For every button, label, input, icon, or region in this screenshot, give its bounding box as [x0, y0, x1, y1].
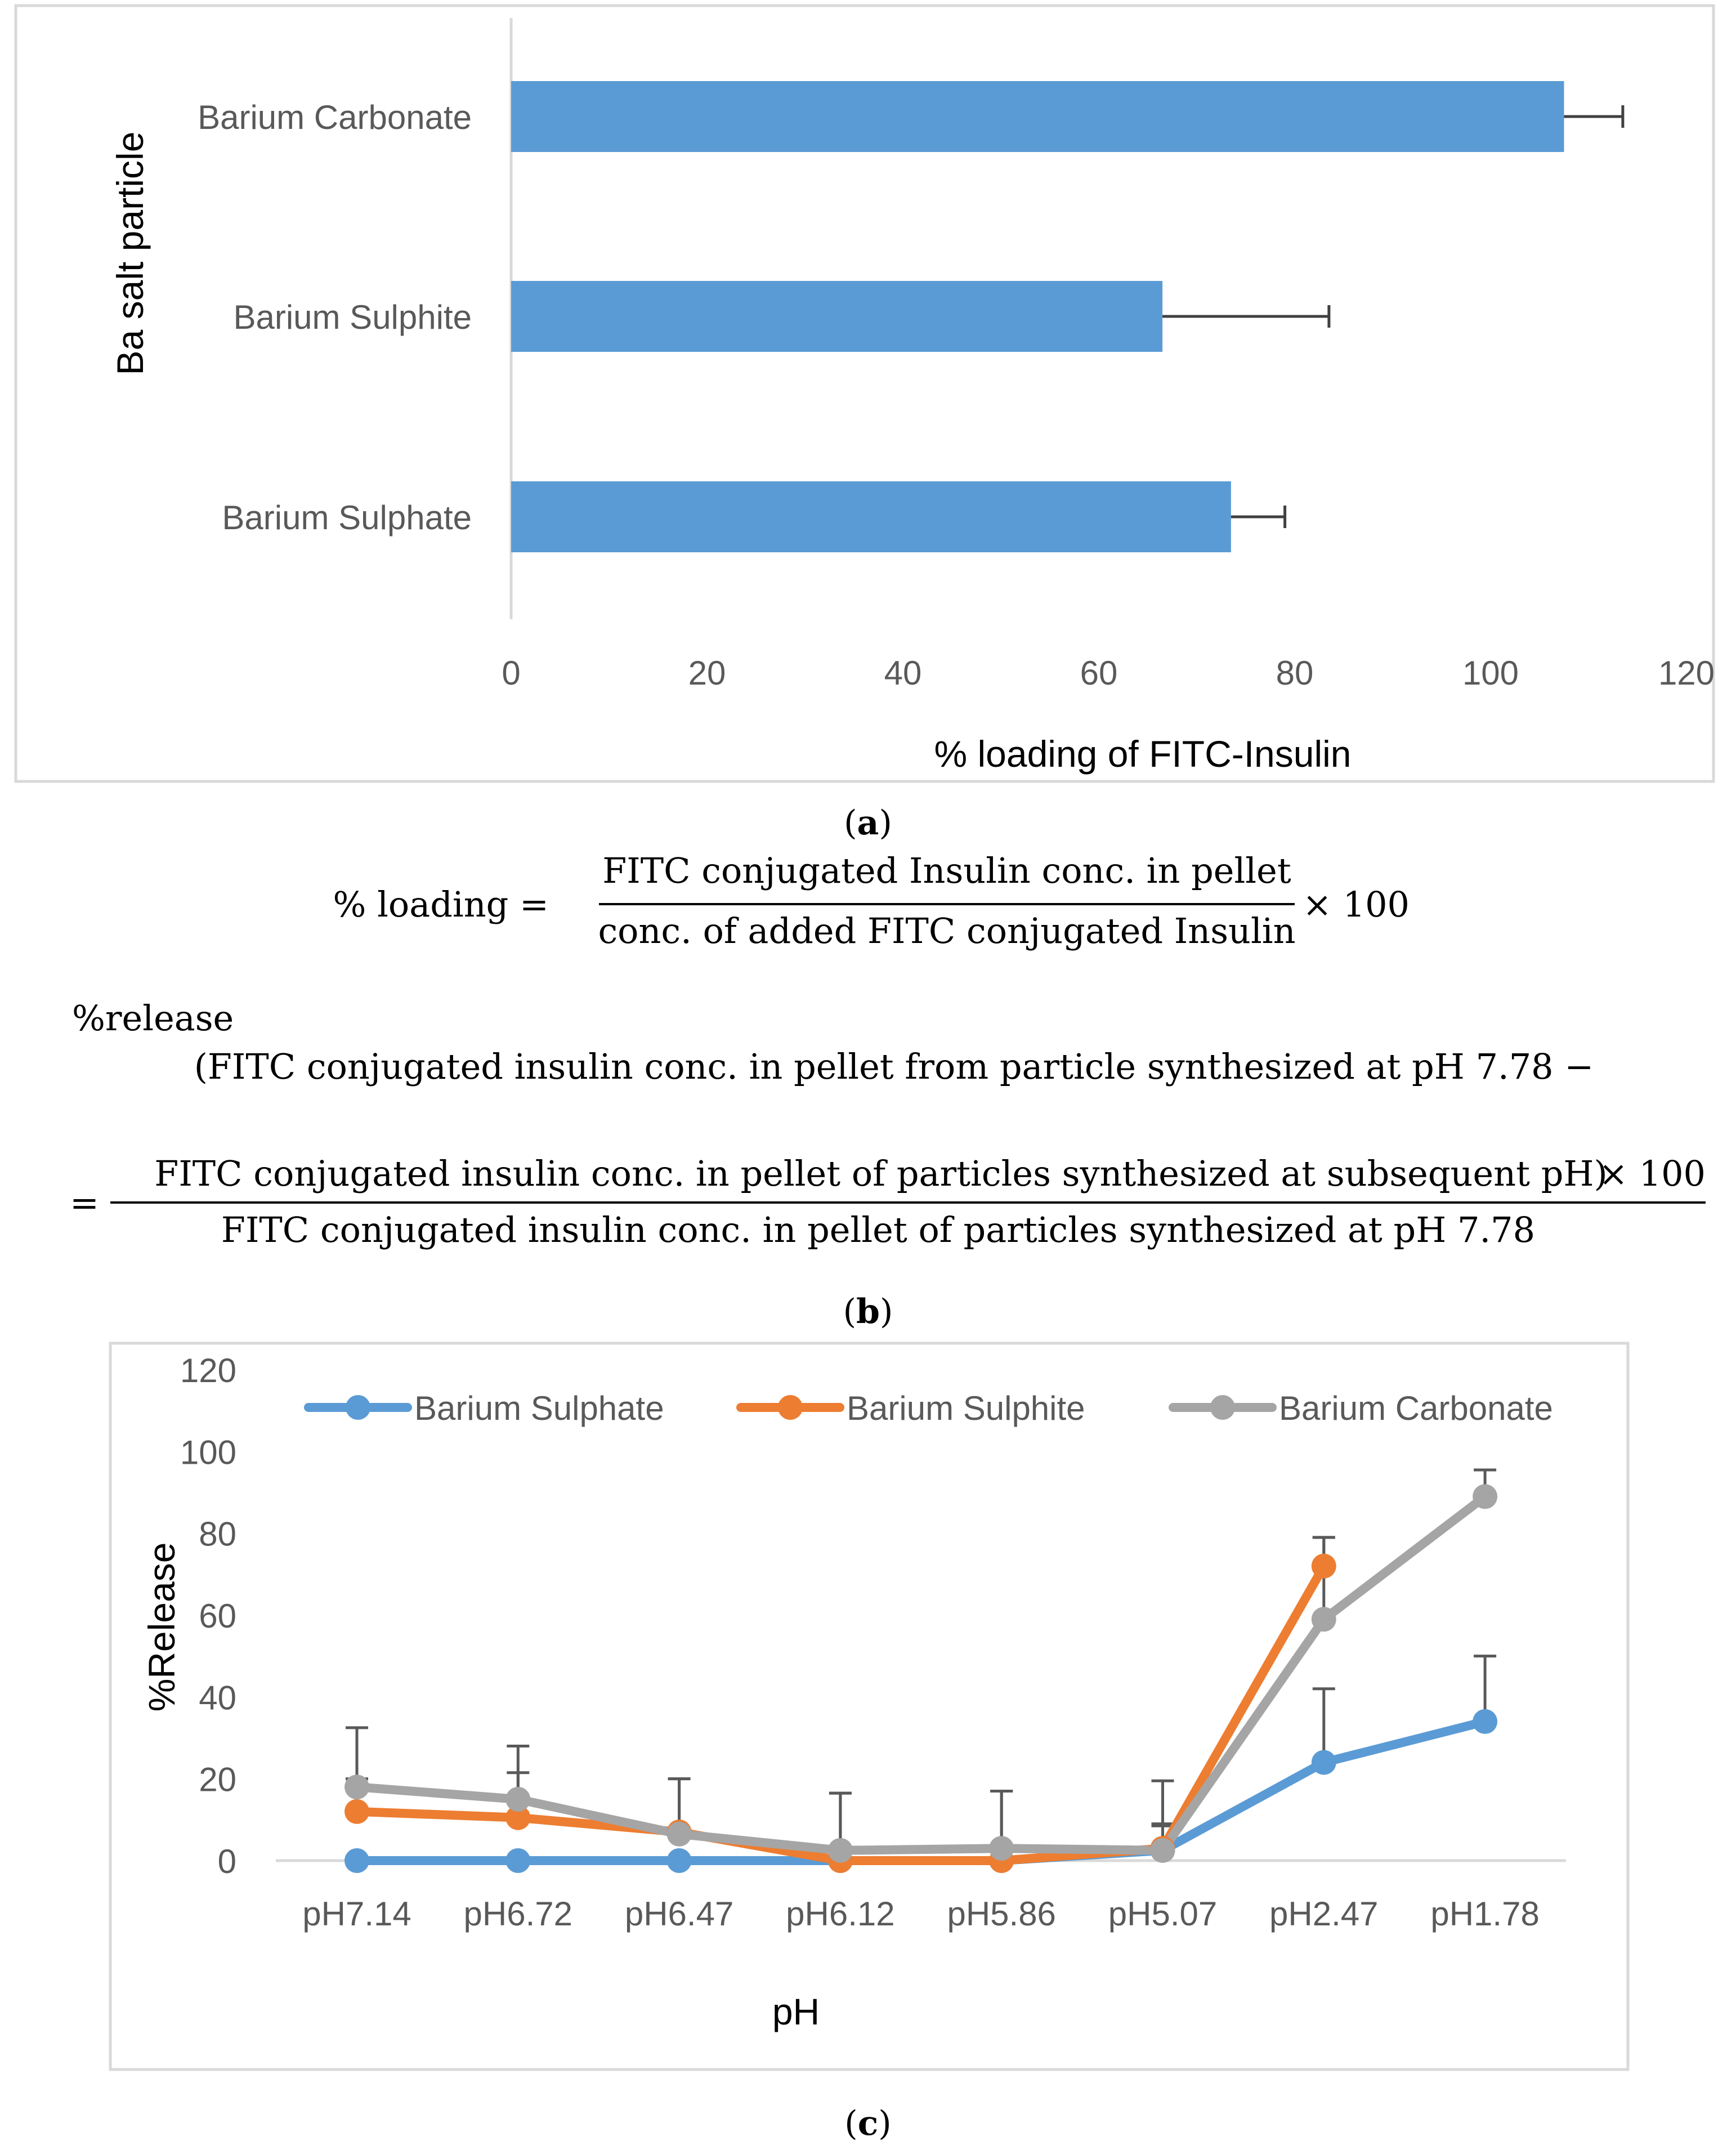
legend-marker-barium-sulphate [346, 1395, 370, 1420]
data-point-barium-carbonate [989, 1836, 1014, 1861]
category-label-barium-carbonate: Barium Carbonate [198, 99, 472, 136]
panel-c-data-points [344, 1484, 1498, 1873]
release-equation-numerator: FITC conjugated insulin conc. in pellet … [154, 1153, 1607, 1194]
caption-paren-close: ) [878, 2104, 891, 2143]
category-label-barium-sulphite: Barium Sulphite [233, 298, 472, 336]
release-equation: %release (FITC conjugated insulin conc. … [70, 998, 1706, 1250]
loading-equation-lhs: % loading = [333, 884, 549, 925]
x-tick-label: 20 [688, 654, 726, 692]
caption-paren-open: ( [843, 1292, 856, 1331]
release-equation-line1: (FITC conjugated insulin conc. in pellet… [194, 1046, 1594, 1087]
x-tick-label-ph6-12: pH6.12 [786, 1895, 894, 1933]
legend-marker-barium-sulphite [778, 1395, 803, 1420]
x-tick-label-ph6-72: pH6.72 [464, 1895, 572, 1933]
data-point-barium-carbonate [1473, 1484, 1498, 1509]
x-tick-label-ph5-86: pH5.86 [947, 1895, 1055, 1933]
data-point-barium-sulphate [1473, 1709, 1498, 1734]
data-point-barium-sulphate [344, 1848, 369, 1873]
panel-a-x-axis-title: % loading of FITC-Insulin [934, 733, 1352, 775]
x-tick-label: 40 [884, 654, 922, 692]
category-label-barium-sulphate: Barium Sulphate [222, 499, 472, 537]
panel-c-chart: 0 20 40 60 80 100 120 pH7.14 pH6.72 pH6.47 pH6.12… [109, 1342, 1630, 2071]
panel-a-caption: (a) [844, 803, 892, 843]
loading-equation-factor: × 100 [1303, 884, 1410, 925]
x-tick-label-ph7-14: pH7.14 [302, 1895, 411, 1933]
panel-b-caption: (b) [843, 1292, 893, 1331]
panel-a-x-tick-labels: 0 20 40 60 80 100 120 [502, 654, 1715, 692]
data-point-barium-sulphate [666, 1848, 692, 1873]
x-tick-label: 0 [502, 654, 520, 692]
panel-c-x-tick-labels: pH7.14 pH6.72 pH6.47 pH6.12 pH5.86 pH5.07 pH2.… [302, 1895, 1540, 1933]
panel-c-frame [109, 1342, 1630, 2071]
panel-c-y-tick-labels: 0 20 40 60 80 100 120 [180, 1352, 236, 1880]
x-tick-label: 80 [1276, 654, 1314, 692]
series-line-barium-carbonate [352, 1492, 1490, 1855]
data-point-barium-carbonate [666, 1821, 692, 1847]
x-tick-label-ph2-47: pH2.47 [1269, 1895, 1378, 1933]
data-point-barium-carbonate [1150, 1838, 1175, 1863]
x-tick-label-ph1-78: pH1.78 [1430, 1895, 1539, 1933]
caption-paren-open: ( [844, 803, 857, 843]
y-tick-label: 100 [180, 1433, 236, 1471]
caption-paren-close: ) [879, 803, 892, 843]
panel-a-y-axis-title: Ba salt particle [109, 132, 151, 376]
caption-letter-c: c [858, 2104, 879, 2143]
y-tick-label: 60 [199, 1597, 236, 1635]
loading-equation-denominator: conc. of added FITC conjugated Insulin [598, 910, 1295, 951]
y-tick-label: 80 [199, 1516, 236, 1553]
panel-c-y-axis-title: %Release [141, 1543, 182, 1712]
panel-a-bars [511, 81, 1564, 552]
x-tick-label: 120 [1658, 654, 1715, 692]
loading-equation: % loading = FITC conjugated Insulin conc… [333, 850, 1410, 951]
data-point-barium-sulphite [1311, 1553, 1336, 1579]
data-point-barium-sulphite [344, 1799, 369, 1824]
caption-paren-open: ( [844, 2104, 857, 2143]
panel-a-chart: Barium Carbonate Barium Sulphite Barium Su… [14, 4, 1715, 783]
panel-c-caption: (c) [844, 2104, 891, 2143]
y-tick-label: 20 [199, 1761, 236, 1799]
bar-barium-sulphate [511, 481, 1231, 552]
data-point-barium-sulphite [505, 1805, 531, 1830]
x-tick-label-ph6-47: pH6.47 [625, 1895, 733, 1933]
x-tick-label: 60 [1080, 654, 1118, 692]
data-point-barium-carbonate [827, 1838, 853, 1863]
y-tick-label: 120 [180, 1352, 236, 1389]
legend-label-barium-sulphite: Barium Sulphite [847, 1389, 1085, 1427]
loading-equation-numerator: FITC conjugated Insulin conc. in pellet [602, 850, 1291, 891]
release-equation-lhs: %release [72, 998, 234, 1039]
caption-letter-a: a [857, 803, 879, 843]
bar-barium-sulphite [511, 281, 1163, 352]
caption-paren-close: ) [880, 1292, 893, 1331]
panel-c-x-axis-title: pH [772, 1991, 820, 2032]
x-tick-label: 100 [1462, 654, 1519, 692]
y-tick-label: 40 [199, 1679, 236, 1717]
data-point-barium-carbonate [1311, 1607, 1336, 1632]
x-tick-label-ph5-07: pH5.07 [1108, 1895, 1217, 1933]
data-point-barium-carbonate [344, 1774, 369, 1800]
data-point-barium-sulphate [1311, 1750, 1336, 1775]
panel-c-legend: Barium Sulphate Barium Sulphite Barium Car… [304, 1389, 1553, 1427]
caption-letter-b: b [856, 1292, 880, 1331]
y-tick-label: 0 [218, 1843, 236, 1880]
data-point-barium-sulphate [505, 1848, 531, 1873]
data-point-barium-carbonate [505, 1787, 531, 1812]
panel-a-category-labels: Barium Carbonate Barium Sulphite Barium Su… [198, 99, 472, 537]
bar-barium-carbonate [511, 81, 1564, 152]
release-equation-factor: × 100 [1599, 1153, 1706, 1194]
legend-label-barium-sulphate: Barium Sulphate [414, 1389, 664, 1427]
panel-a-error-bars [1162, 105, 1625, 528]
release-equation-denominator: FITC conjugated insulin conc. in pellet … [221, 1209, 1535, 1250]
legend-marker-barium-carbonate [1210, 1395, 1235, 1420]
legend-label-barium-carbonate: Barium Carbonate [1279, 1389, 1553, 1427]
release-equation-equals: = [70, 1182, 99, 1223]
